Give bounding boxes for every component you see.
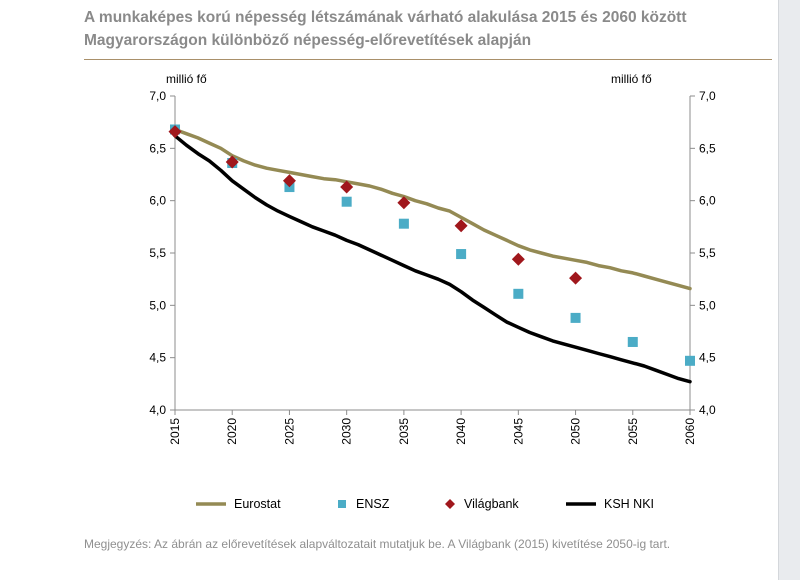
legend-label-eurostat: Eurostat — [234, 497, 281, 511]
legend-item-vilagbank: Világbank — [444, 493, 519, 515]
tick-labels: 4,0 4,0 4,5 4,5 5,0 5,0 5,5 5,5 6,0 6,0 6,5 6,5 7,0 7… — [149, 89, 716, 445]
series-line-kshnki — [173, 134, 692, 384]
series-point-ensz — [456, 249, 467, 260]
legend-line-eurostat-icon — [196, 502, 226, 506]
legend-square-ensz-icon — [338, 500, 346, 508]
y-tick-label-right: 4,5 — [699, 351, 716, 365]
chart-title: A munkaképes korú népesség létszámának v… — [84, 6, 784, 52]
y-tick-label-right: 7,0 — [699, 89, 716, 103]
y-tick-label-left: 6,5 — [149, 141, 166, 155]
series-point-vilagbank — [340, 180, 354, 194]
x-tick-label: 2030 — [340, 418, 354, 445]
legend-item-ensz: ENSZ — [336, 493, 389, 515]
x-tick-label: 2035 — [397, 418, 411, 445]
legend-item-eurostat: Eurostat — [196, 493, 281, 515]
title-line-2: Magyarországon különböző népesség-előrev… — [84, 32, 532, 49]
x-tick-label: 2055 — [626, 418, 640, 445]
legend-item-kshnki: KSH NKI — [566, 493, 654, 515]
legend-label-vilagbank: Világbank — [464, 497, 519, 511]
x-tick-label: 2045 — [511, 418, 525, 445]
y-tick-label-left: 5,5 — [149, 246, 166, 260]
y-tick-label-right: 6,5 — [699, 141, 716, 155]
y-tick-label-right: 4,0 — [699, 403, 716, 417]
window-edge — [778, 0, 800, 580]
series-line-eurostat — [173, 127, 692, 291]
series-point-ensz — [398, 218, 409, 229]
title-divider — [84, 59, 772, 60]
y-tick-label-right: 6,0 — [699, 194, 716, 208]
series-point-ensz — [513, 288, 524, 299]
x-tick-label: 2020 — [225, 418, 239, 445]
series-point-vilagbank — [168, 125, 182, 139]
x-tick-label: 2015 — [168, 418, 182, 445]
series-point-vilagbank — [511, 252, 525, 266]
chart-plot: 4,0 4,0 4,5 4,5 5,0 5,0 5,5 5,5 6,0 6,0 6,5 6,5 7,0 7… — [149, 89, 716, 445]
right-axis-unit: millió fő — [611, 72, 652, 86]
series-point-vilagbank — [454, 219, 468, 233]
series-point-ensz — [570, 312, 581, 323]
y-tick-label-left: 6,0 — [149, 194, 166, 208]
series-point-ensz — [627, 336, 638, 347]
series-point-vilagbank — [397, 196, 411, 210]
series-point-ensz — [341, 196, 352, 207]
series-point-vilagbank — [569, 271, 583, 285]
x-tick-label: 2060 — [683, 418, 697, 445]
x-tick-label: 2040 — [454, 418, 468, 445]
series-point-ensz — [685, 355, 695, 366]
y-tick-label-right: 5,5 — [699, 246, 716, 260]
y-tick-label-left: 7,0 — [149, 89, 166, 103]
x-tick-label: 2050 — [569, 418, 583, 445]
series-point-vilagbank — [225, 155, 239, 169]
y-tick-label-left: 5,0 — [149, 298, 166, 312]
series-point-vilagbank — [282, 174, 296, 188]
axes — [170, 95, 695, 415]
legend-diamond-vilagbank-icon — [445, 499, 455, 509]
legend: Eurostat ENSZ Világbank KSH NKI — [0, 493, 780, 515]
legend-label-ensz: ENSZ — [356, 497, 390, 511]
legend-line-kshnki-icon — [566, 502, 596, 506]
series-layer — [168, 124, 695, 384]
y-tick-label-right: 5,0 — [699, 298, 716, 312]
legend-label-kshnki: KSH NKI — [604, 497, 655, 511]
title-line-1: A munkaképes korú népesség létszámának v… — [84, 9, 687, 26]
x-tick-label: 2025 — [282, 418, 296, 445]
y-tick-label-left: 4,5 — [149, 351, 166, 365]
chart-note: Megjegyzés: Az ábrán az előrevetítések a… — [84, 537, 671, 551]
y-tick-label-left: 4,0 — [149, 403, 166, 417]
left-axis-unit: millió fő — [166, 72, 207, 86]
